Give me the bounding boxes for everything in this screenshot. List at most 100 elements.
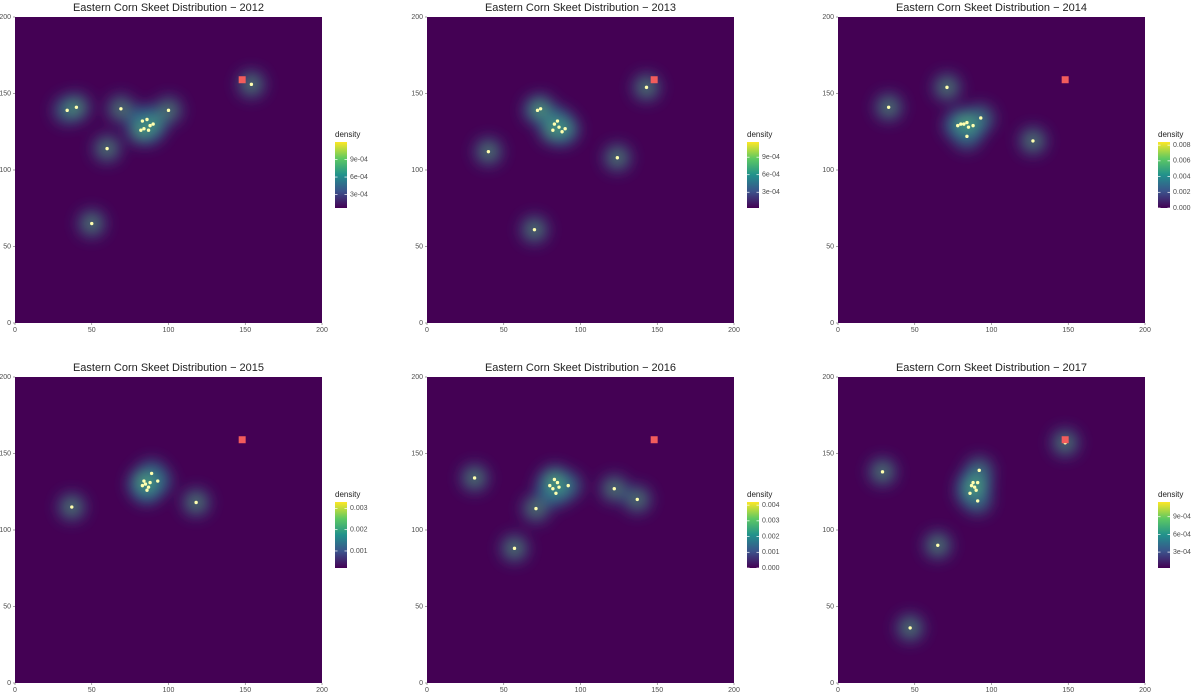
point bbox=[148, 480, 152, 485]
x-tick-label: 200 bbox=[316, 327, 328, 334]
y-tick-label: 50 bbox=[415, 603, 423, 610]
x-tick-label: 100 bbox=[575, 687, 587, 694]
x-tick-label: 50 bbox=[911, 687, 919, 694]
point bbox=[194, 500, 198, 505]
chart-title: Eastern Corn Skeet Distribution − 2013 bbox=[485, 2, 676, 14]
colorbar-title: density bbox=[335, 130, 360, 139]
point bbox=[143, 482, 148, 486]
target-marker bbox=[650, 76, 658, 84]
y-tick-label: 0 bbox=[419, 320, 423, 327]
point bbox=[974, 488, 978, 492]
point bbox=[551, 486, 555, 491]
x-tick-label: 150 bbox=[239, 687, 251, 694]
point bbox=[557, 125, 561, 129]
y-tick-label: 150 bbox=[822, 90, 834, 97]
point bbox=[965, 120, 969, 125]
point bbox=[971, 480, 975, 485]
point bbox=[105, 146, 109, 151]
point bbox=[555, 119, 560, 123]
colorbar-tick-label: 0.001 bbox=[350, 548, 368, 555]
x-tick-label: 200 bbox=[1139, 687, 1151, 694]
colorbar-tick-label: 0.001 bbox=[762, 549, 780, 556]
point bbox=[140, 119, 145, 123]
point bbox=[962, 122, 966, 126]
x-tick-label: 100 bbox=[986, 327, 998, 334]
point bbox=[149, 471, 154, 476]
point bbox=[139, 128, 143, 132]
x-tick-label: 150 bbox=[239, 327, 251, 334]
x-tick-label: 100 bbox=[986, 687, 998, 694]
x-tick-label: 0 bbox=[836, 687, 840, 694]
colorbar-tick-label: 6e-04 bbox=[1173, 531, 1191, 538]
point bbox=[65, 108, 69, 113]
y-tick-label: 200 bbox=[411, 374, 423, 381]
point bbox=[534, 506, 538, 511]
y-tick-label: 100 bbox=[411, 527, 423, 534]
x-tick-label: 0 bbox=[836, 327, 840, 334]
target-marker bbox=[1061, 436, 1069, 444]
colorbar-tick-label: 0.003 bbox=[762, 518, 780, 525]
point bbox=[472, 476, 477, 480]
y-tick-label: 50 bbox=[3, 243, 11, 250]
point bbox=[975, 499, 980, 503]
point bbox=[119, 107, 123, 111]
y-tick-label: 200 bbox=[822, 14, 834, 21]
colorbar-tick-label: 0.004 bbox=[1173, 173, 1191, 180]
point bbox=[486, 149, 491, 154]
point bbox=[532, 227, 537, 232]
y-tick-label: 200 bbox=[0, 14, 11, 21]
y-tick-label: 150 bbox=[0, 450, 11, 457]
chart-title: Eastern Corn Skeet Distribution − 2015 bbox=[73, 362, 264, 374]
point bbox=[886, 105, 891, 109]
point bbox=[972, 485, 977, 489]
colorbar-tick-label: 0.002 bbox=[762, 533, 780, 540]
point bbox=[554, 491, 558, 495]
chart-title: Eastern Corn Skeet Distribution − 2012 bbox=[73, 2, 264, 14]
plot-background bbox=[838, 377, 1145, 683]
colorbar-tick-label: 0.003 bbox=[350, 505, 368, 512]
point bbox=[548, 483, 552, 488]
point bbox=[146, 128, 151, 132]
point bbox=[956, 123, 960, 128]
target-marker bbox=[1061, 76, 1069, 84]
y-tick-label: 0 bbox=[7, 680, 11, 687]
y-tick-label: 100 bbox=[411, 167, 423, 174]
point bbox=[557, 485, 561, 489]
point bbox=[535, 108, 540, 113]
colorbar-title: density bbox=[1158, 490, 1183, 499]
y-tick-label: 50 bbox=[826, 603, 834, 610]
x-tick-label: 200 bbox=[728, 687, 740, 694]
point bbox=[975, 480, 980, 485]
point bbox=[140, 483, 145, 488]
colorbar-tick-label: 0.004 bbox=[762, 502, 780, 509]
x-tick-label: 200 bbox=[316, 687, 328, 694]
plot-background bbox=[838, 17, 1145, 323]
x-tick-label: 0 bbox=[425, 327, 429, 334]
colorbar bbox=[1158, 142, 1170, 208]
point bbox=[566, 483, 570, 488]
y-tick-label: 50 bbox=[826, 243, 834, 250]
x-tick-label: 150 bbox=[1062, 327, 1074, 334]
point bbox=[880, 470, 885, 474]
colorbar-tick-label: 0.002 bbox=[350, 527, 368, 534]
x-tick-label: 150 bbox=[651, 327, 663, 334]
plot-background bbox=[15, 17, 322, 323]
point bbox=[635, 497, 639, 502]
point bbox=[560, 130, 564, 134]
plot-background bbox=[15, 377, 322, 683]
point bbox=[959, 122, 963, 126]
y-tick-label: 200 bbox=[0, 374, 11, 381]
x-tick-label: 200 bbox=[1139, 327, 1151, 334]
point bbox=[966, 125, 971, 129]
x-tick-label: 150 bbox=[651, 687, 663, 694]
point bbox=[142, 479, 146, 483]
y-tick-label: 100 bbox=[0, 167, 11, 174]
y-tick-label: 150 bbox=[411, 450, 423, 457]
colorbar-title: density bbox=[747, 490, 772, 499]
point bbox=[151, 122, 155, 126]
y-tick-label: 200 bbox=[822, 374, 834, 381]
point bbox=[969, 483, 974, 488]
colorbar-tick-label: 0.000 bbox=[762, 565, 780, 572]
point bbox=[166, 108, 171, 113]
